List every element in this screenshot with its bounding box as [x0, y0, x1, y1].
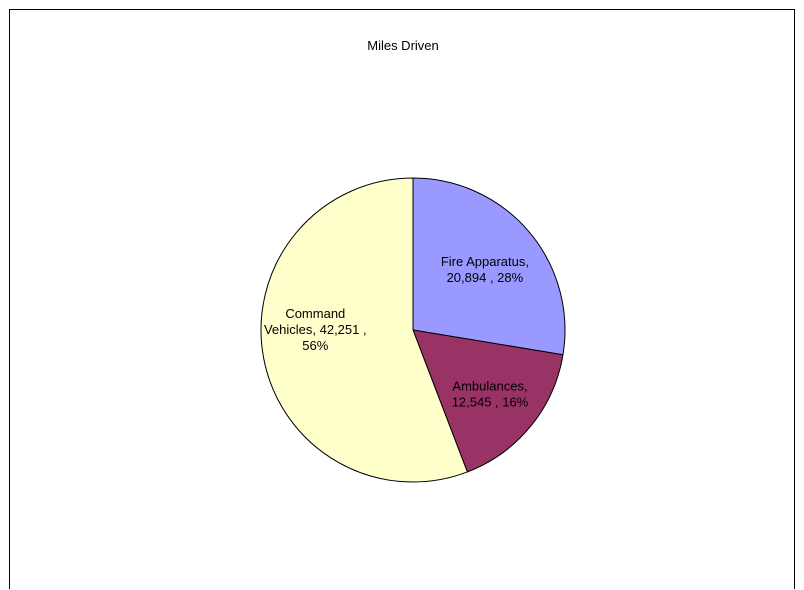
pie-chart: Fire Apparatus, 20,894 , 28% Ambulances, 12…	[260, 177, 566, 483]
data-label-ambulances: Ambulances, 12,545 , 16%	[452, 379, 529, 410]
pie-slice-command-vehicles	[260, 177, 469, 483]
data-label-fire-apparatus: Fire Apparatus, 20,894 , 28%	[441, 254, 529, 285]
chart-area: Miles Driven Fire Apparatus, 20,894 , 28%…	[9, 9, 795, 589]
pie-slice-fire-apparatus	[412, 177, 566, 356]
data-label-command-vehicles: Command Vehicles, 42,251 , 56%	[264, 306, 367, 353]
pie-slice-ambulances	[412, 329, 564, 473]
chart-title: Miles Driven	[367, 38, 439, 53]
